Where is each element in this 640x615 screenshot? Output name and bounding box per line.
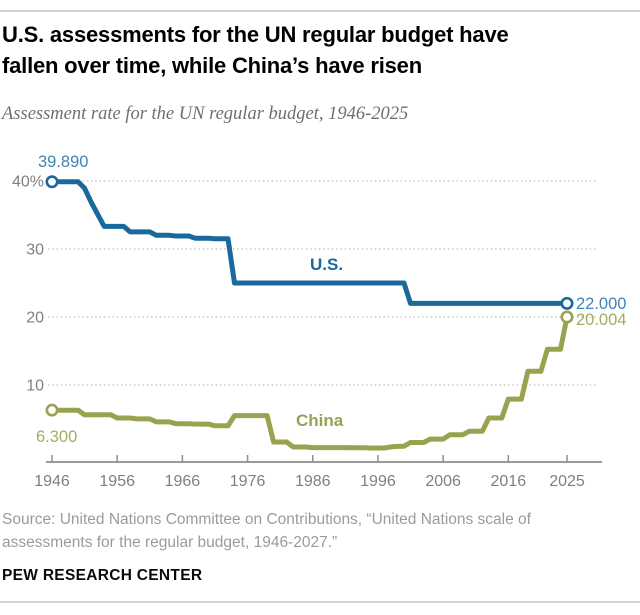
us-start-marker (45, 175, 59, 189)
y-tick-label: 10 (26, 378, 44, 395)
page-title-line-2: fallen over time, while China’s have ris… (2, 53, 422, 78)
bottom-divider (0, 601, 640, 603)
china-start-marker (45, 403, 59, 417)
chart-subtitle: Assessment rate for the UN regular budge… (2, 104, 409, 124)
china-series-label: China (296, 411, 344, 430)
line-chart: 40% 30 20 10 1946 1956 1966 1976 1986 1996 2006 201… (12, 153, 627, 490)
us-start-value-label: 39.890 (38, 153, 88, 171)
x-tick-label: 2006 (425, 473, 461, 490)
us-end-value-label: 22.000 (576, 295, 626, 313)
x-tick-label: 1946 (34, 473, 70, 490)
source-note: Source: United Nations Committee on Cont… (2, 511, 531, 551)
us-end-marker (560, 296, 574, 310)
us-line (52, 179, 567, 306)
top-divider (0, 10, 640, 12)
china-start-value-label: 6.300 (36, 428, 77, 446)
page-title: U.S. assessments for the UN regular budg… (2, 19, 607, 81)
china-end-value-label: 20.004 (576, 311, 626, 329)
y-tick-label: 20 (26, 310, 44, 327)
y-tick-label: 40% (12, 174, 44, 191)
us-series-label: U.S. (310, 255, 343, 274)
x-tick-label: 1956 (99, 473, 135, 490)
x-tick-label: 1986 (295, 473, 331, 490)
x-tick-label: 1976 (230, 473, 266, 490)
page-title-line-1: U.S. assessments for the UN regular budg… (2, 22, 509, 47)
brand-label: PEW RESEARCH CENTER (2, 567, 203, 584)
x-tick-label: 1966 (165, 473, 201, 490)
y-tick-label: 30 (26, 242, 44, 259)
x-tick-label: 1996 (360, 473, 396, 490)
china-end-marker (560, 310, 574, 324)
x-tick-label: 2025 (549, 473, 585, 490)
x-tick-label: 2016 (491, 473, 527, 490)
china-line (52, 316, 570, 451)
